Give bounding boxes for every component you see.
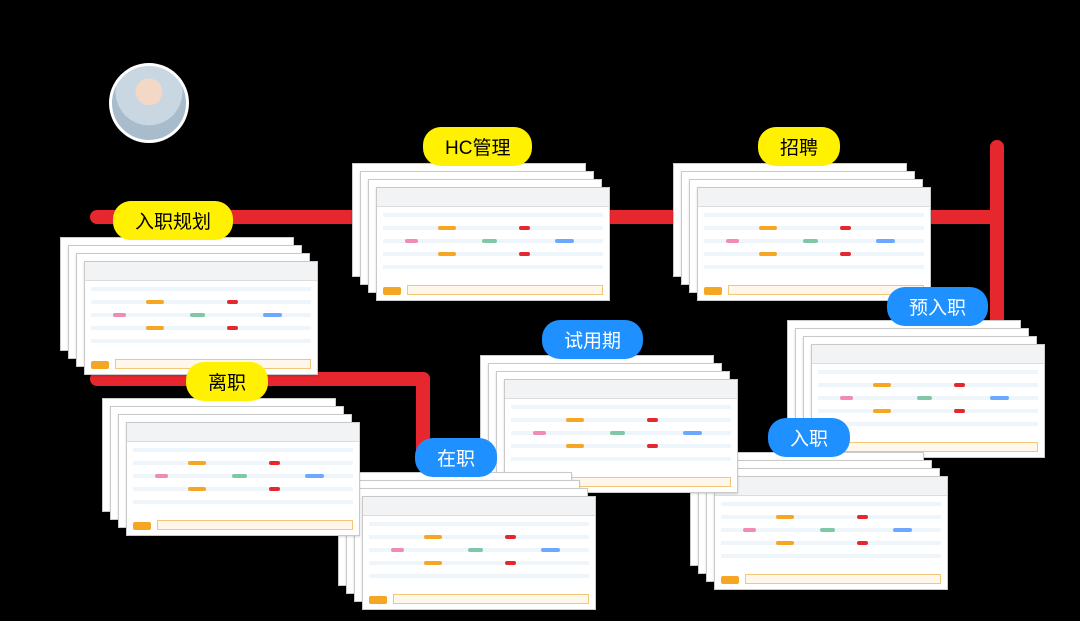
stage-screenshot-plan bbox=[84, 261, 318, 375]
stage-screenshot-offboard bbox=[126, 422, 360, 536]
avatar bbox=[109, 63, 189, 143]
stage-tag-plan: 入职规划 bbox=[113, 201, 233, 240]
stage-tag-preonboard: 预入职 bbox=[887, 287, 988, 326]
stage-tag-onboard: 入职 bbox=[768, 418, 850, 457]
stage-tag-active: 在职 bbox=[415, 438, 497, 477]
stage-tag-recruit: 招聘 bbox=[758, 127, 840, 166]
stage-stack-probation bbox=[480, 355, 736, 491]
stage-screenshot-hc bbox=[376, 187, 610, 301]
stage-screenshot-recruit bbox=[697, 187, 931, 301]
stage-stack-offboard bbox=[102, 398, 358, 534]
stage-stack-plan bbox=[60, 237, 316, 373]
stage-screenshot-onboard bbox=[714, 476, 948, 590]
stage-stack-recruit bbox=[673, 163, 929, 299]
stage-tag-offboard: 离职 bbox=[186, 362, 268, 401]
stage-tag-probation: 试用期 bbox=[542, 320, 643, 359]
stage-stack-active bbox=[338, 472, 594, 608]
stage-screenshot-active bbox=[362, 496, 596, 610]
stage-tag-hc: HC管理 bbox=[423, 127, 532, 166]
stage-stack-hc bbox=[352, 163, 608, 299]
